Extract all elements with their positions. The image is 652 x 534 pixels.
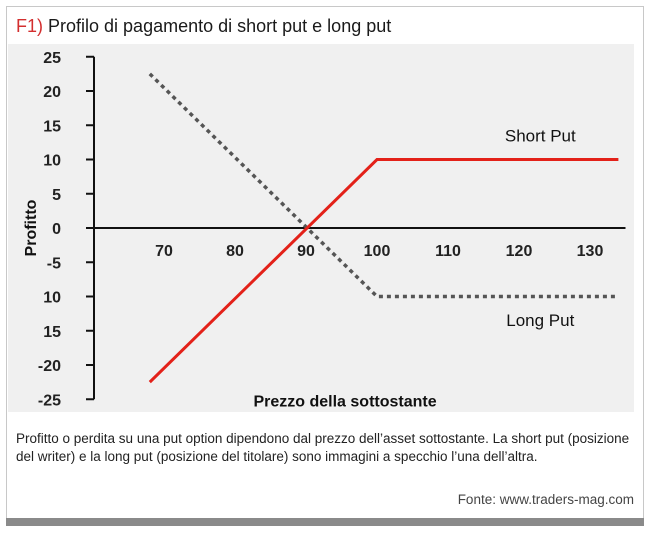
series-line-short-put <box>148 158 619 384</box>
y-tick-label: 20 <box>43 84 61 101</box>
x-axis-title: Prezzo della sottostante <box>253 393 436 410</box>
bottom-bar <box>6 518 644 526</box>
y-tick-label: -5 <box>47 255 61 272</box>
y-tick-label: 15 <box>43 118 61 135</box>
figure-number: F1) <box>16 16 43 36</box>
x-tick-label: 70 <box>155 243 173 260</box>
x-tick-label: 110 <box>435 243 461 260</box>
figure-title: F1) Profilo di pagamento di short put e … <box>16 16 391 37</box>
figure-caption: Profitto o perdita su una put option dip… <box>16 431 630 464</box>
series-label-long-put: Long Put <box>506 311 574 330</box>
y-tick-label: 15 <box>43 324 61 341</box>
y-tick-label: 5 <box>52 187 61 204</box>
y-tick-label: -25 <box>38 392 61 409</box>
x-tick-label: 80 <box>226 243 244 260</box>
x-tick-label: 100 <box>364 243 391 260</box>
y-axis-title: Profitto <box>23 199 40 256</box>
y-tick-label: 10 <box>43 153 61 170</box>
y-tick-label: 25 <box>43 50 61 67</box>
y-tick-label: -20 <box>38 358 61 375</box>
series-line-long-put <box>148 72 619 299</box>
y-tick-label: 0 <box>52 221 61 238</box>
x-tick-label: 120 <box>506 243 533 260</box>
x-tick-label: 90 <box>297 243 315 260</box>
figure-title-text: Profilo di pagamento di short put e long… <box>48 16 392 36</box>
x-tick-label: 130 <box>577 243 604 260</box>
y-tick-label: 10 <box>43 290 61 307</box>
series-label-short-put: Short Put <box>505 127 576 146</box>
figure-source: Fonte: www.traders-mag.com <box>457 492 634 507</box>
